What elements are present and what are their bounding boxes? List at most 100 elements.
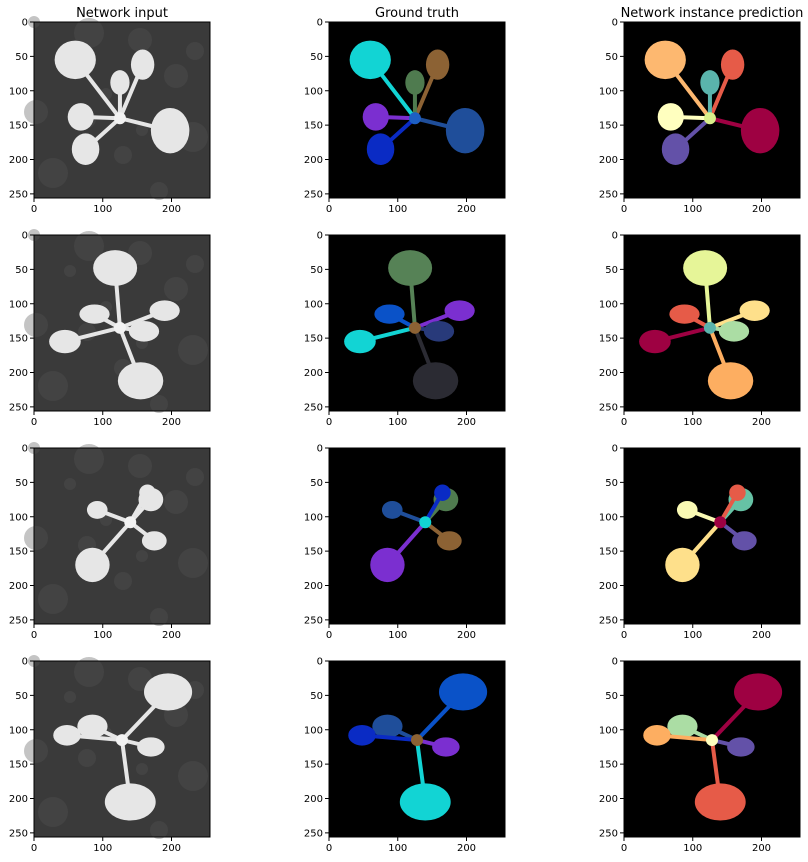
- axes-frame: [623, 234, 801, 412]
- y-tick-label: 200: [304, 368, 323, 379]
- y-tick-label: 200: [599, 155, 618, 166]
- axes-frame: [33, 447, 211, 625]
- leaf-2: [436, 531, 462, 551]
- y-tick-label: 0: [317, 18, 323, 29]
- x-tick-label: 0: [31, 630, 37, 641]
- x-tick-label: 0: [326, 630, 332, 641]
- leaf-3: [657, 103, 684, 131]
- y-tick-label: 150: [304, 547, 323, 558]
- y-tick-label: 250: [304, 402, 323, 413]
- x-tick-label: 200: [457, 630, 476, 641]
- noise-spot: [38, 797, 68, 827]
- y-tick-label: 150: [304, 760, 323, 771]
- y-tick-label: 0: [22, 231, 28, 242]
- leaf-3: [718, 320, 750, 342]
- x-tick-label: 200: [752, 204, 771, 215]
- plant-center: [116, 734, 128, 747]
- y-tick-label: 50: [605, 52, 618, 63]
- leaf-5: [661, 133, 690, 165]
- axes-frame: [328, 234, 506, 412]
- leaf-2: [79, 304, 110, 324]
- y-tick-label: 100: [599, 86, 618, 97]
- leaf-2: [110, 70, 130, 95]
- noise-spot: [186, 42, 204, 60]
- y-tick-label: 250: [9, 828, 28, 839]
- leaf-4: [740, 107, 780, 154]
- panel-background: [329, 448, 505, 624]
- leaf-1: [130, 49, 155, 80]
- plant-center: [411, 734, 423, 747]
- y-tick-label: 50: [15, 691, 28, 702]
- y-tick-label: 250: [9, 189, 28, 200]
- y-tick-label: 150: [599, 547, 618, 558]
- leaf-4: [49, 329, 81, 354]
- y-tick-label: 200: [304, 794, 323, 805]
- leaf-4: [399, 783, 451, 821]
- leaf-1: [720, 49, 745, 80]
- y-tick-label: 0: [317, 444, 323, 455]
- noise-spot: [186, 468, 204, 486]
- x-tick-label: 100: [93, 204, 112, 215]
- y-tick-label: 200: [9, 368, 28, 379]
- leaf-4: [139, 484, 156, 501]
- y-tick-label: 0: [612, 444, 618, 455]
- leaf-5: [707, 362, 754, 400]
- y-tick-label: 200: [599, 794, 618, 805]
- axes-frame: [33, 234, 211, 412]
- leaf-0: [388, 250, 433, 286]
- x-tick-label: 100: [683, 204, 702, 215]
- leaf-4: [434, 484, 451, 501]
- noise-spot: [24, 526, 48, 550]
- x-tick-label: 100: [388, 843, 407, 854]
- noise-spot: [128, 28, 152, 52]
- noise-spot: [178, 548, 208, 578]
- y-tick-label: 250: [599, 615, 618, 626]
- y-tick-label: 150: [304, 121, 323, 132]
- noise-spot: [24, 739, 48, 763]
- leaf-1: [149, 300, 180, 321]
- y-tick-label: 250: [599, 402, 618, 413]
- leaf-3: [432, 737, 460, 757]
- leaf-2: [731, 531, 757, 551]
- x-tick-label: 0: [31, 417, 37, 428]
- noise-spot: [186, 255, 204, 273]
- noise-spot: [38, 371, 68, 401]
- y-tick-label: 0: [317, 657, 323, 668]
- x-tick-label: 200: [457, 843, 476, 854]
- x-tick-label: 100: [388, 204, 407, 215]
- x-tick-label: 200: [752, 630, 771, 641]
- x-tick-label: 200: [162, 843, 181, 854]
- plant-center: [408, 321, 421, 334]
- noise-spot: [164, 277, 188, 301]
- y-tick-label: 50: [605, 265, 618, 276]
- y-tick-label: 150: [9, 760, 28, 771]
- x-tick-label: 0: [326, 204, 332, 215]
- y-tick-label: 0: [22, 657, 28, 668]
- noise-spot: [150, 608, 168, 626]
- y-tick-label: 50: [310, 478, 323, 489]
- noise-spot: [150, 395, 168, 413]
- x-tick-label: 100: [683, 843, 702, 854]
- noise-spot: [136, 124, 148, 136]
- x-tick-label: 0: [326, 417, 332, 428]
- y-tick-label: 250: [599, 828, 618, 839]
- y-tick-label: 250: [304, 615, 323, 626]
- y-tick-label: 100: [599, 299, 618, 310]
- y-tick-label: 200: [9, 155, 28, 166]
- y-tick-label: 50: [310, 265, 323, 276]
- plant-center: [113, 112, 126, 125]
- x-tick-label: 100: [93, 417, 112, 428]
- x-tick-label: 0: [621, 417, 627, 428]
- x-tick-label: 200: [752, 843, 771, 854]
- noise-spot: [128, 454, 152, 478]
- noise-spot: [178, 335, 208, 365]
- y-tick-label: 50: [605, 478, 618, 489]
- noise-spot: [136, 763, 148, 775]
- y-tick-label: 150: [304, 334, 323, 345]
- x-tick-label: 200: [162, 204, 181, 215]
- leaf-2: [700, 70, 720, 95]
